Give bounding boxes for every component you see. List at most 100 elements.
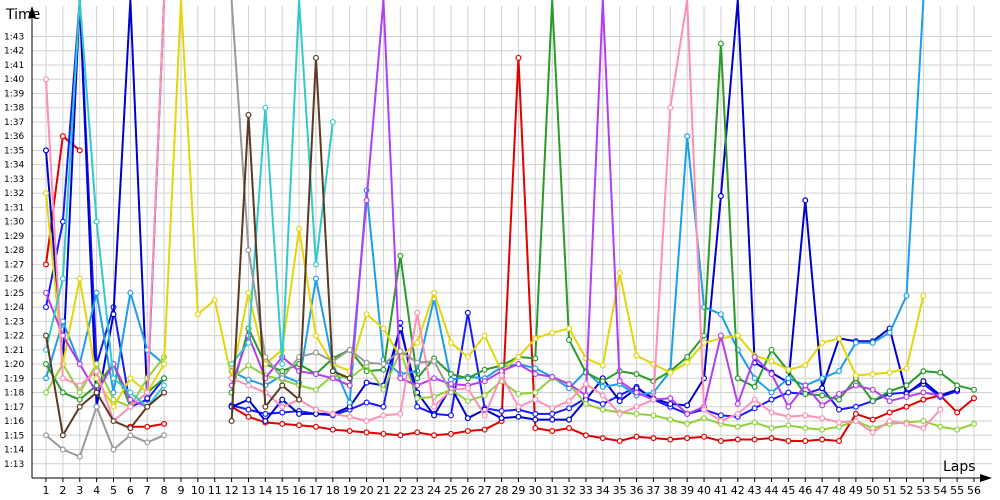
data-point (549, 428, 556, 435)
data-point (852, 372, 859, 379)
data-point (819, 392, 826, 399)
data-point (296, 225, 303, 232)
data-point (970, 386, 977, 393)
data-point (785, 422, 792, 429)
x-tick-label: 33 (579, 484, 593, 497)
data-point (599, 400, 606, 407)
data-point (667, 369, 674, 376)
data-point (397, 375, 404, 382)
data-point (599, 392, 606, 399)
data-point (380, 325, 387, 332)
x-tick-label: 53 (916, 484, 930, 497)
data-point (312, 275, 319, 282)
data-point (684, 359, 691, 366)
data-point (144, 439, 151, 446)
data-point (245, 339, 252, 346)
data-point (498, 372, 505, 379)
data-point (616, 398, 623, 405)
data-point (785, 389, 792, 396)
data-point (481, 392, 488, 399)
x-tick-label: 49 (849, 484, 863, 497)
data-point (532, 410, 539, 417)
data-point (380, 430, 387, 437)
data-point (650, 435, 657, 442)
data-point (819, 415, 826, 422)
data-point (431, 412, 438, 419)
series-line (45, 0, 165, 408)
data-point (447, 412, 454, 419)
data-point (549, 410, 556, 417)
x-tick-label: 39 (680, 484, 694, 497)
data-point (701, 406, 708, 413)
data-point (717, 40, 724, 47)
data-point (76, 389, 83, 396)
data-point (414, 395, 421, 402)
data-point (701, 415, 708, 422)
data-point (245, 289, 252, 296)
y-tick-label: 1:34 (4, 161, 24, 171)
y-tick-label: 1:16 (4, 417, 24, 427)
data-point (42, 289, 49, 296)
x-tick-label: 10 (191, 484, 205, 497)
data-point (599, 362, 606, 369)
data-point (667, 104, 674, 111)
data-point (397, 432, 404, 439)
data-point (768, 409, 775, 416)
data-point (329, 368, 336, 375)
data-point (312, 261, 319, 268)
data-point (515, 413, 522, 420)
data-point (819, 436, 826, 443)
y-tick-label: 1:21 (4, 346, 24, 356)
y-tick-label: 1:22 (4, 332, 24, 342)
x-tick-label: 14 (258, 484, 272, 497)
data-point (852, 403, 859, 410)
data-point (144, 423, 151, 430)
data-point (481, 378, 488, 385)
data-point (785, 366, 792, 373)
x-tick-label: 18 (326, 484, 340, 497)
series-line (230, 0, 452, 394)
data-point (751, 436, 758, 443)
data-point (228, 418, 235, 425)
x-tick-label: 12 (225, 484, 239, 497)
x-tick-label: 25 (444, 484, 458, 497)
x-tick-label: 8 (161, 484, 168, 497)
data-point (42, 147, 49, 154)
data-point (549, 329, 556, 336)
data-point (701, 433, 708, 440)
data-point (667, 400, 674, 407)
data-point (852, 410, 859, 417)
data-point (245, 406, 252, 413)
data-point (650, 396, 657, 403)
data-point (262, 418, 269, 425)
data-point (447, 389, 454, 396)
data-point (363, 359, 370, 366)
series-line (230, 56, 351, 422)
x-tick-label: 5 (110, 484, 117, 497)
data-point (464, 385, 471, 392)
x-tick-label: 4 (93, 484, 100, 497)
x-tick-label: 7 (144, 484, 151, 497)
y-tick-label: 1:24 (4, 303, 24, 313)
data-point (59, 318, 66, 325)
data-point (380, 361, 387, 368)
data-point (127, 403, 134, 410)
data-point (380, 403, 387, 410)
data-point (836, 390, 843, 397)
data-point (532, 425, 539, 432)
x-tick-label: 16 (292, 484, 306, 497)
data-point (616, 410, 623, 417)
data-point (93, 218, 100, 225)
data-point (279, 403, 286, 410)
x-tick-label: 56 (967, 484, 981, 497)
data-point (768, 346, 775, 353)
data-point (566, 336, 573, 343)
data-point (903, 382, 910, 389)
data-point (76, 361, 83, 368)
x-tick-label: 22 (393, 484, 407, 497)
data-point (751, 353, 758, 360)
x-tick-label: 17 (309, 484, 323, 497)
y-tick-label: 1:17 (4, 403, 24, 413)
x-tick-label: 35 (613, 484, 627, 497)
data-point (279, 368, 286, 375)
